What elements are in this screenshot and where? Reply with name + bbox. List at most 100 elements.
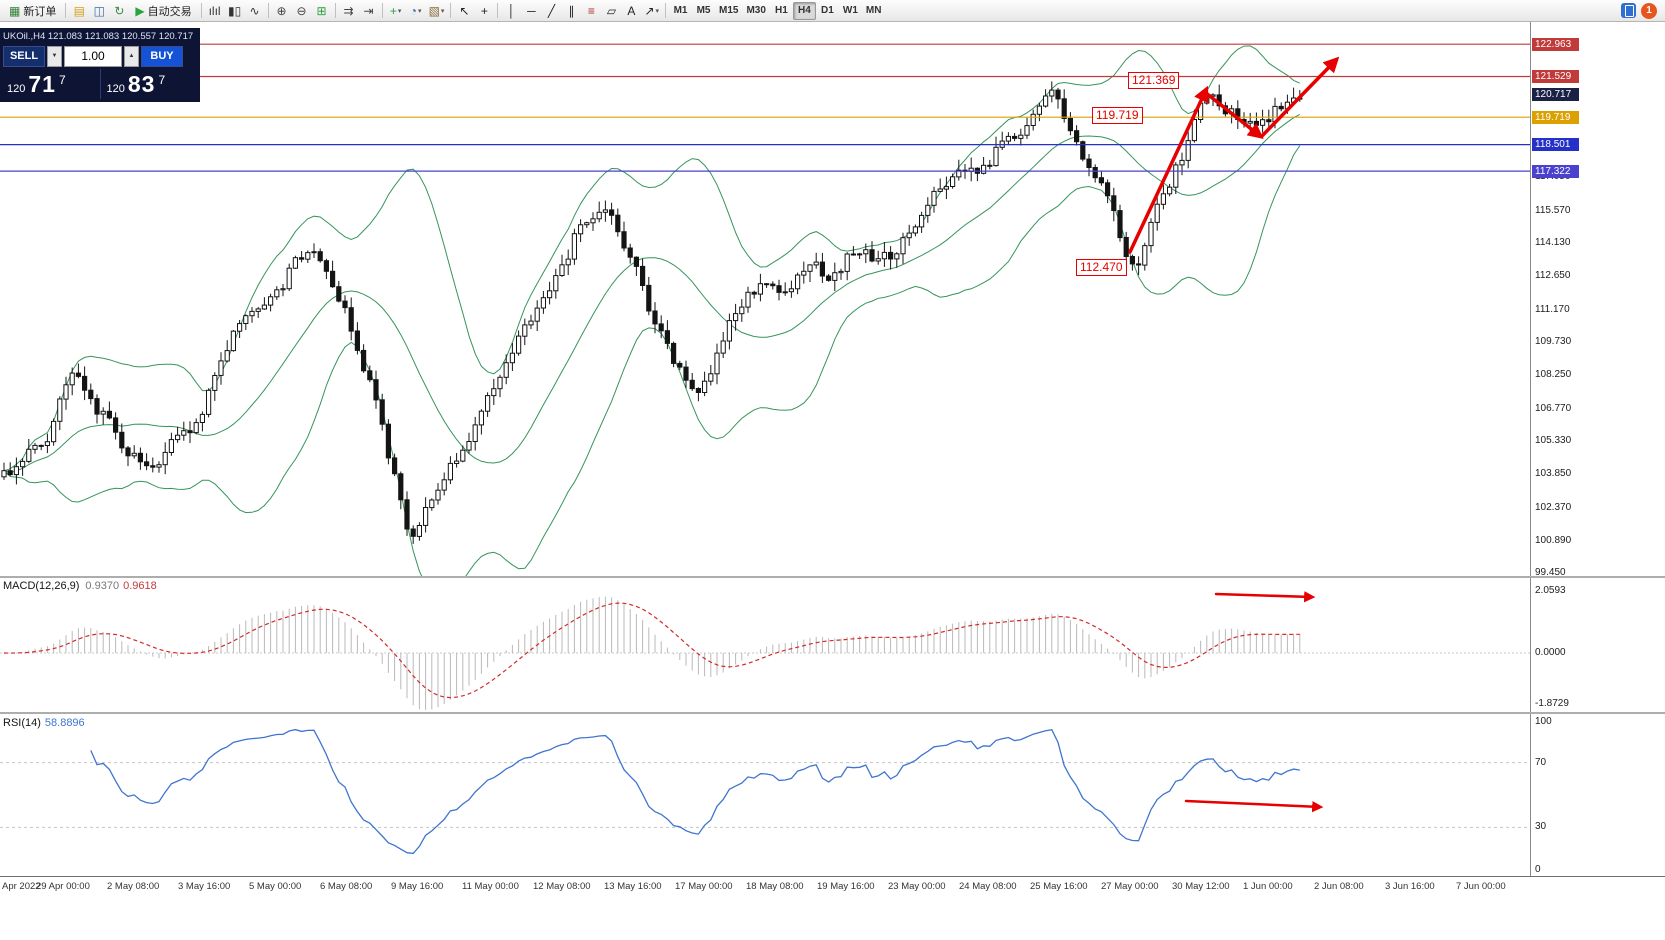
market-watch-icon[interactable]: ◫ [89, 2, 109, 20]
price-axis-badge: 122.963 [1532, 37, 1579, 51]
templates-icon[interactable]: ▧ ▾ [426, 2, 448, 20]
macd-value-main: 0.9370 [85, 580, 120, 592]
arrows-icon: ↗ [644, 3, 655, 18]
new-order-icon: ▦ [9, 3, 21, 18]
trade-controls-row: SELL ▼ ▲ BUY [0, 43, 200, 69]
tile-windows-icon[interactable]: ⊞ [312, 2, 332, 20]
price-axis-tick: 102.370 [1535, 501, 1572, 513]
price-annotation[interactable]: 121.369 [1128, 72, 1180, 89]
main-toolbar: ▦ 新订单 ▤ ◫ ↻ ▶ 自动交易 ılıl ▮▯ ∿ ⊕ ⊖ ⊞ ⇉ ⇥ + ▾ ◔ ▾ ▧ ▾ ↖ + │ ─ ╱ ∥ ≡ ▱ A ↗… [0, 0, 1665, 22]
price-axis-badge: 120.717 [1532, 88, 1579, 102]
main-chart[interactable] [0, 22, 1530, 576]
price-axis-tick: 100.890 [1535, 534, 1572, 546]
rsi-axis-label: 70 [1535, 756, 1547, 768]
auto-scroll-icon[interactable]: ⇉ [339, 2, 359, 20]
buy-price[interactable]: 120 83 7 [99, 69, 200, 99]
candlestick-chart-icon: ▮▯ [227, 3, 242, 18]
timeframe-m15-button[interactable]: M15 [719, 5, 739, 16]
sell-price[interactable]: 120 71 7 [1, 69, 100, 99]
indicators-icon[interactable]: + ▾ [386, 2, 406, 20]
price-axis-tick: 114.130 [1535, 237, 1571, 248]
auto-trading-icon: ▶ [135, 3, 145, 18]
timeframe-w1-button[interactable]: W1 [842, 5, 858, 16]
equidistant-channel-icon[interactable]: ∥ [561, 2, 581, 20]
lot-size-input[interactable] [64, 45, 122, 67]
equidistant-channel-icon: ∥ [568, 3, 575, 18]
time-axis-label: 24 May 08:00 [959, 881, 1017, 892]
new-order-button[interactable]: ▦ 新订单 [3, 2, 62, 20]
one-click-trading-panel: UKOil.,H4 121.083 121.083 120.557 120.71… [0, 28, 200, 102]
refresh-icon[interactable]: ↻ [109, 2, 129, 20]
auto-trading-button[interactable]: ▶ 自动交易 [129, 2, 197, 20]
macd-value-signal: 0.9618 [123, 580, 157, 592]
bar-chart-icon: ılıl [208, 3, 221, 18]
chart-shift-icon[interactable]: ⇥ [359, 2, 379, 20]
price-axis-tick: 109.730 [1535, 335, 1572, 347]
dropdown-caret-icon: ▾ [397, 7, 402, 15]
time-axis-label: 17 May 00:00 [675, 881, 733, 892]
price-axis-tick: 106.770 [1535, 402, 1572, 414]
candlestick-chart-icon[interactable]: ▮▯ [225, 2, 245, 20]
periods-icon[interactable]: ◔ ▾ [406, 2, 426, 20]
time-axis-label: 3 Jun 16:00 [1385, 881, 1435, 892]
rsi-line [90, 728, 1300, 855]
macd-panel[interactable] [0, 578, 1530, 712]
mobile-app-icon[interactable] [1621, 3, 1636, 18]
time-axis-label: 25 May 16:00 [1030, 881, 1088, 892]
line-chart-icon: ∿ [249, 3, 260, 18]
shapes-icon[interactable]: ▱ [601, 2, 621, 20]
sell-button[interactable]: SELL [3, 45, 45, 67]
timeframe-d1-button[interactable]: D1 [821, 5, 834, 16]
panel-divider[interactable] [0, 576, 1665, 578]
text-icon[interactable]: A [621, 2, 641, 20]
time-axis-label: 19 May 16:00 [817, 881, 875, 892]
timeframe-m30-button[interactable]: M30 [746, 5, 766, 16]
timeframe-h1-button[interactable]: H1 [775, 5, 788, 16]
timeframe-mn-button[interactable]: MN [865, 5, 882, 16]
horizontal-line-icon[interactable]: ─ [521, 2, 541, 20]
rsi-panel[interactable] [0, 714, 1530, 876]
arrows-icon[interactable]: ↗ ▾ [641, 2, 662, 20]
price-axis-tick: 105.330 [1535, 435, 1572, 446]
lot-decrease-button[interactable]: ▼ [47, 45, 62, 67]
cursor-icon[interactable]: ↖ [454, 2, 474, 20]
time-axis[interactable]: Apr 2022 29 Apr 00:00 2 May 08:00 3 May 16:… [0, 876, 1665, 896]
bar-chart-icon[interactable]: ılıl [205, 2, 225, 20]
trendline-icon[interactable]: ╱ [541, 2, 561, 20]
crosshair-icon[interactable]: + [474, 2, 494, 20]
periods-icon: ◔ [409, 3, 417, 18]
rsi-name: RSI(14) [3, 717, 41, 729]
buy-button[interactable]: BUY [141, 45, 183, 67]
chart-symbol-title: UKOil.,H4 121.083 121.083 120.557 120.71… [3, 31, 194, 42]
timeframe-m5-button[interactable]: M5 [696, 5, 711, 16]
time-axis-label: 5 May 00:00 [249, 881, 302, 892]
price-axis-tick: 111.170 [1535, 303, 1570, 315]
profiles-icon[interactable]: ▤ [69, 2, 89, 20]
line-chart-icon[interactable]: ∿ [245, 2, 265, 20]
timeframe-h4-button[interactable]: H4 [792, 1, 816, 20]
panel-divider[interactable] [0, 712, 1665, 714]
rsi-axis-label: 100 [1535, 716, 1552, 727]
price-annotation[interactable]: 119.719 [1092, 107, 1143, 124]
zoom-in-icon[interactable]: ⊕ [272, 2, 292, 20]
zoom-out-icon: ⊖ [296, 3, 307, 18]
time-axis-label: 29 Apr 00:00 [36, 881, 90, 892]
indicators-icon: + [389, 3, 397, 18]
toolbar-buttons: ▦ 新订单 ▤ ◫ ↻ ▶ 自动交易 ılıl ▮▯ ∿ ⊕ ⊖ ⊞ ⇉ ⇥ + ▾ ◔ ▾ ▧ ▾ ↖ + │ ─ ╱ ∥ ≡ ▱ A ↗… [3, 0, 1621, 21]
time-axis-label: 30 May 12:00 [1172, 881, 1230, 892]
price-annotation[interactable]: 112.470 [1076, 259, 1127, 276]
notification-badge[interactable]: 1 [1641, 2, 1657, 19]
timeframe-m1-button[interactable]: M1 [673, 5, 688, 16]
candlesticks [1, 81, 1303, 544]
vertical-line-icon[interactable]: │ [501, 2, 521, 20]
price-axis[interactable]: 117.050115.570114.130112.650111.170109.7… [1530, 22, 1665, 896]
time-axis-label: 18 May 08:00 [746, 881, 804, 892]
toolbar-separator [381, 3, 383, 18]
zoom-out-icon[interactable]: ⊖ [292, 2, 312, 20]
time-axis-label: 13 May 16:00 [604, 881, 662, 892]
fibonacci-icon[interactable]: ≡ [581, 2, 601, 20]
lot-increase-button[interactable]: ▲ [124, 45, 139, 67]
crosshair-icon: + [480, 3, 488, 18]
buy-price-sup: 7 [158, 73, 166, 87]
